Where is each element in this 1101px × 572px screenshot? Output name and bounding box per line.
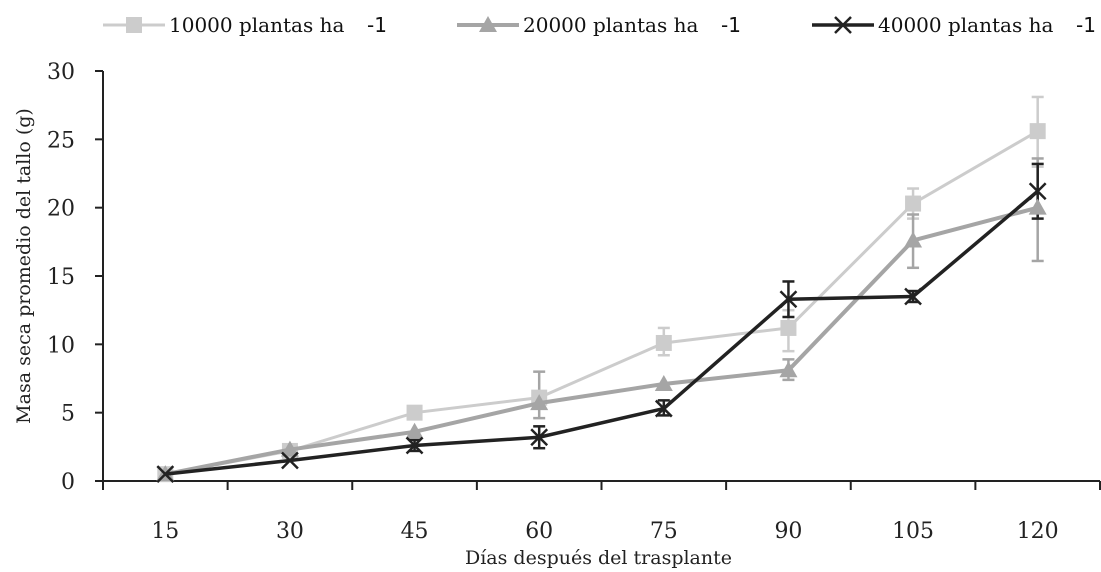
data-point bbox=[904, 231, 923, 248]
data-point bbox=[1028, 198, 1047, 215]
x-tick-label: 90 bbox=[774, 519, 802, 544]
legend-label: 40000 plantas ha bbox=[878, 13, 1053, 37]
series-line bbox=[165, 129, 1039, 476]
data-point bbox=[530, 394, 549, 411]
x-axis-title: Días después del trasplante bbox=[465, 547, 732, 569]
axes: 0 5 10 15 20 25 30 15 30 45 60 75 90 105 120 bbox=[47, 60, 1101, 544]
data-point bbox=[655, 334, 672, 351]
y-axis-title: Masa seca promedio del tallo (g) bbox=[13, 108, 35, 424]
legend-marker bbox=[126, 17, 142, 33]
data-point bbox=[904, 287, 922, 306]
data-point bbox=[405, 422, 424, 439]
y-tick-label: 30 bbox=[47, 60, 75, 85]
x-tick-label: 15 bbox=[151, 519, 179, 544]
series-lines bbox=[156, 123, 1047, 484]
data-point bbox=[779, 290, 798, 309]
data-point bbox=[280, 440, 299, 457]
legend-label-exponent: -1 bbox=[367, 13, 387, 37]
legend-label-exponent: -1 bbox=[721, 13, 741, 37]
data-point bbox=[905, 195, 922, 212]
x-tick-label: 75 bbox=[650, 519, 678, 544]
error-bars bbox=[408, 95, 1044, 453]
legend-item: 40000 plantas ha -1 bbox=[812, 13, 1096, 37]
legend-marker bbox=[479, 16, 497, 32]
y-tick-label: 25 bbox=[47, 128, 75, 153]
y-tick-label: 20 bbox=[47, 197, 75, 222]
x-tick-label: 45 bbox=[401, 519, 429, 544]
data-point bbox=[1028, 182, 1047, 201]
data-point bbox=[281, 451, 299, 470]
data-point bbox=[654, 399, 673, 418]
legend: 10000 plantas ha -1 20000 plantas ha -1 4000… bbox=[103, 13, 1096, 37]
x-tick-label: 60 bbox=[525, 519, 553, 544]
data-point bbox=[530, 428, 549, 447]
y-tick-label: 0 bbox=[61, 470, 75, 495]
y-tick-label: 10 bbox=[47, 333, 75, 358]
data-point bbox=[405, 436, 424, 455]
legend-item: 10000 plantas ha -1 bbox=[103, 13, 387, 37]
series-line bbox=[165, 189, 1039, 476]
data-point bbox=[406, 404, 423, 421]
series-3 bbox=[156, 182, 1047, 484]
data-point bbox=[156, 465, 175, 484]
legend-label: 20000 plantas ha bbox=[523, 13, 698, 37]
legend-item: 20000 plantas ha -1 bbox=[457, 13, 741, 37]
legend-label: 10000 plantas ha bbox=[169, 13, 344, 37]
legend-label-exponent: -1 bbox=[1076, 13, 1096, 37]
y-tick-label: 5 bbox=[61, 402, 75, 427]
data-point bbox=[654, 374, 673, 391]
x-tick-label: 30 bbox=[276, 519, 304, 544]
legend-marker bbox=[834, 16, 852, 34]
y-tick-label: 15 bbox=[47, 265, 75, 290]
data-point bbox=[779, 361, 798, 378]
data-point bbox=[1029, 123, 1046, 140]
x-tick-label: 120 bbox=[1017, 519, 1059, 544]
data-point bbox=[780, 319, 797, 336]
series-2 bbox=[156, 198, 1047, 482]
x-tick-label: 105 bbox=[892, 519, 934, 544]
series-line bbox=[164, 205, 1039, 477]
